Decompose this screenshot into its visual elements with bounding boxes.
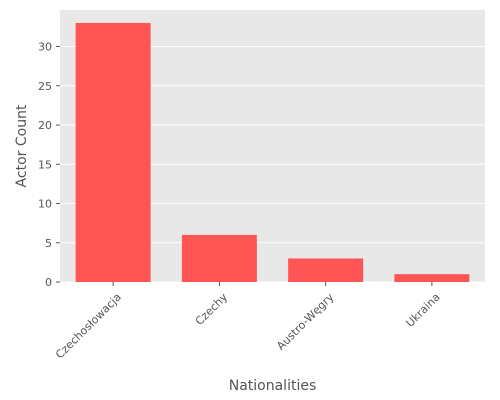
y-tick-label: 30 [38,41,52,54]
bars [75,22,470,282]
bar [288,258,364,282]
y-tick-label: 5 [45,237,52,250]
y-tick-label: 20 [38,119,52,132]
y-tick-label: 25 [38,80,52,93]
x-axis-ticks: Czechosłowacja Czechy Austro-Węgry Ukraina [53,282,443,361]
x-tick-label: Ukraina [403,291,442,330]
y-axis-title: Actor Count [14,104,30,187]
bar [394,274,470,282]
bar [181,234,257,282]
y-tick-label: 15 [38,158,52,171]
y-tick-label: 0 [45,276,52,289]
x-tick-label: Austro-Węgry [274,290,337,353]
bar [75,22,151,282]
x-tick-label: Czechosłowacja [53,291,124,362]
x-tick-label: Czechy [193,290,231,328]
y-axis-ticks: 0 5 10 15 20 25 30 [38,41,60,289]
x-axis-title: Nationalities [229,378,317,394]
y-tick-label: 10 [38,198,52,211]
